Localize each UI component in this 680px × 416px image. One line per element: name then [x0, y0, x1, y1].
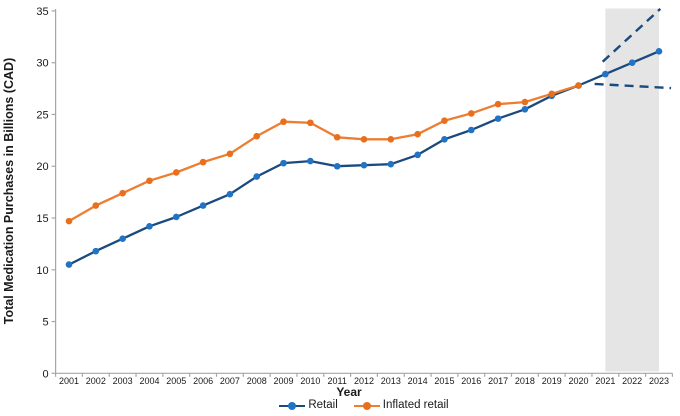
retail-marker [655, 48, 663, 55]
forecast-band [605, 8, 659, 372]
x-tick-label: 2022 [622, 376, 642, 386]
y-tick-label: 25 [36, 109, 48, 121]
x-tick-label: 2016 [461, 376, 481, 386]
inflated-retail-marker [441, 117, 448, 124]
x-tick-label: 2008 [247, 376, 267, 386]
inflated-retail-marker [280, 118, 287, 126]
x-axis-title: Year [336, 385, 362, 399]
x-tick-label: 2015 [434, 376, 454, 386]
inflated-retail-marker [307, 119, 314, 127]
inflated-retail-marker [387, 136, 395, 143]
retail-marker [441, 136, 448, 143]
inflated-retail-marker [65, 217, 73, 225]
x-tick-label: 2003 [113, 376, 133, 386]
x-tick-label: 2017 [488, 376, 508, 386]
inflated-retail-marker [172, 169, 180, 176]
x-tick-label: 2011 [328, 376, 347, 386]
retail-marker [360, 161, 368, 169]
retail-marker [172, 213, 180, 221]
x-tick-label: 2013 [381, 376, 401, 386]
x-tick-label: 2005 [166, 376, 186, 386]
y-tick-label: 30 [36, 58, 48, 70]
retail-marker [521, 106, 529, 113]
retail-line [68, 50, 660, 266]
legend-label-retail: Retail [308, 399, 338, 412]
retail-marker [92, 247, 100, 255]
inflated-retail-marker [521, 98, 529, 106]
x-tick-label: 2004 [139, 376, 159, 386]
x-tick-label: 2018 [515, 376, 535, 386]
inflated-retail-marker [548, 90, 556, 98]
retail-marker [628, 59, 636, 67]
retail-line-marker-icon [279, 401, 306, 411]
retail-marker [199, 202, 207, 209]
retail-marker [467, 126, 475, 134]
y-tick-label: 5 [42, 317, 48, 329]
retail-marker [387, 160, 395, 168]
x-tick-label: 2019 [542, 376, 562, 386]
x-tick-label: 2010 [300, 376, 320, 386]
legend-item-inflated-retail: Inflated retail [353, 399, 449, 412]
x-tick-label: 2007 [220, 376, 240, 386]
x-tick-label: 2012 [354, 376, 374, 386]
inflated-retail-marker [467, 110, 475, 117]
legend-item-retail: Retail [279, 399, 338, 412]
retail-marker [307, 157, 314, 165]
inflated-retail-marker [146, 177, 153, 185]
retail-marker [226, 190, 234, 198]
projection-lower-dashed [594, 82, 672, 90]
retail-marker [146, 222, 153, 230]
inflated-retail-marker [92, 202, 100, 209]
retail-marker [65, 261, 73, 268]
y-tick-label: 20 [36, 161, 48, 173]
legend-label-inflated-retail: Inflated retail [382, 399, 449, 412]
x-tick-label: 2021 [595, 376, 615, 386]
y-tick-label: 35 [36, 6, 48, 18]
x-tick-label: 2014 [408, 376, 428, 386]
inflated-retail-marker [253, 132, 261, 140]
inflated-retail-marker [119, 189, 126, 197]
x-tick-label: 2020 [569, 376, 589, 386]
x-tick-label: 2023 [649, 376, 669, 386]
retail-marker [414, 151, 421, 159]
retail-marker [602, 70, 609, 78]
x-tick-label: 2006 [193, 376, 213, 386]
retail-marker [119, 235, 126, 243]
x-tick-label: 2001 [59, 376, 79, 386]
inflated-retail-marker [575, 82, 582, 89]
retail-marker [333, 162, 341, 170]
inflated-retail-marker [226, 150, 234, 158]
y-tick-label: 10 [36, 265, 48, 277]
projection-upper-dashed [601, 7, 662, 63]
inflated-retail-line-marker-icon [353, 401, 380, 411]
inflated-retail-line [68, 84, 579, 223]
inflated-retail-marker [494, 100, 502, 108]
inflated-retail-marker [414, 130, 421, 138]
x-tick-label: 2009 [274, 376, 294, 386]
retail-marker [494, 115, 502, 122]
retail-marker [280, 159, 287, 167]
x-tick-label: 2002 [86, 376, 106, 386]
inflated-retail-marker [360, 136, 368, 143]
y-tick-label: 15 [36, 213, 48, 225]
inflated-retail-marker [199, 158, 207, 166]
y-axis-title: Total Medication Purchases in Billions (… [2, 58, 16, 324]
y-tick-label: 0 [42, 368, 48, 380]
legend: Retail Inflated retail [56, 397, 672, 415]
inflated-retail-marker [333, 133, 341, 141]
retail-marker [253, 173, 261, 180]
